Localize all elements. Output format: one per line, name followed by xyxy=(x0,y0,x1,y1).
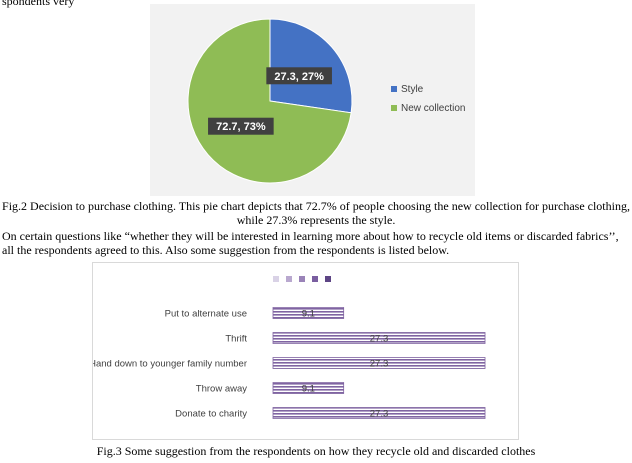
legend-entry: New collection xyxy=(401,103,465,114)
bar-data-label: 9.1 xyxy=(302,309,315,320)
body-paragraph: On certain questions like “whether they … xyxy=(2,229,619,257)
pie-data-label-box xyxy=(266,67,332,85)
pie-chart: 27.3, 27% 72.7, 73% Style New collection xyxy=(187,18,465,184)
legend-marker xyxy=(273,276,279,282)
fig3-caption: Fig.3 Some suggestion from the responden… xyxy=(96,444,536,458)
fig2-caption: Fig.2 Decision to purchase clothing. Thi… xyxy=(2,199,630,227)
category-label: Hand down to younger family number xyxy=(93,359,247,370)
legend-marker xyxy=(299,276,305,282)
pie-data-label: 72.7, 73% xyxy=(216,121,266,133)
bar xyxy=(272,407,486,419)
pie-slice-style xyxy=(269,18,353,114)
pie-data-label: 27.3, 27% xyxy=(274,71,324,83)
category-label: Throw away xyxy=(196,384,247,395)
bar-data-label: 9.1 xyxy=(302,384,315,395)
bar-chart: Put to alternate use 9.1 Thrift 27.3 Hand do… xyxy=(89,276,486,420)
category-label: Donate to charity xyxy=(175,409,247,420)
pie-data-label-box xyxy=(208,117,274,135)
bar xyxy=(272,307,345,319)
bar xyxy=(272,382,345,394)
pie-slice-new-collection xyxy=(187,18,352,184)
legend-marker xyxy=(312,276,318,282)
legend-entry: Style xyxy=(401,84,424,95)
text-fragment: spondents very xyxy=(2,0,75,8)
bar-chart-panel: Put to alternate use 9.1 Thrift 27.3 Hand do… xyxy=(89,262,519,440)
bar-data-label: 27.3 xyxy=(370,359,389,370)
bar-data-label: 27.3 xyxy=(370,409,389,420)
legend-swatch xyxy=(391,105,397,111)
bar-data-label: 27.3 xyxy=(370,334,389,345)
category-label: Thrift xyxy=(225,334,247,345)
legend-marker xyxy=(286,276,292,282)
pie-chart-panel: 27.3, 27% 72.7, 73% Style New collection xyxy=(150,4,475,196)
bar xyxy=(272,332,486,344)
category-label: Put to alternate use xyxy=(165,309,247,320)
legend-marker xyxy=(325,276,331,282)
legend-swatch xyxy=(391,86,397,92)
bar xyxy=(272,357,486,369)
